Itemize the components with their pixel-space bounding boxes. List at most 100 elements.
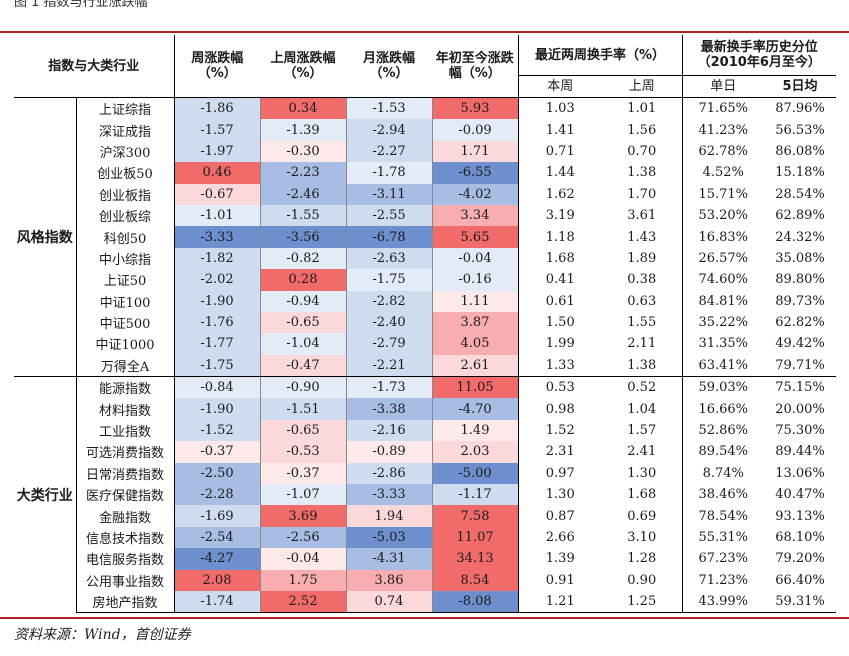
turnover-thisweek-cell: 0.87	[545, 508, 575, 524]
lastweek-change-cell: -0.37	[259, 462, 347, 485]
turnover-lastweek-cell: 1.43	[602, 226, 683, 248]
ytd-change-cell: -4.70	[431, 398, 519, 420]
turnover-thisweek-cell: 1.99	[545, 336, 575, 352]
week-change-cell: -4.27	[173, 548, 261, 570]
turnover-lastweek-cell: 3.61	[602, 204, 683, 227]
percentile-single-day-cell: 35.22%	[698, 315, 749, 331]
lastweek-change-cell: 0.28	[259, 269, 347, 291]
name-cell: 信息技术指数	[76, 526, 175, 549]
subheader-lastweek: 上周	[602, 75, 683, 98]
turnover-thisweek-cell: 2.66	[545, 530, 575, 545]
turnover-thisweek-cell: 2.31	[545, 444, 575, 460]
table-row: 中证100 -1.90 -0.94 -2.82 1.11 0.61 0.63 84.81% 89…	[14, 290, 836, 312]
percentile-single-day-cell: 16.83%	[698, 229, 749, 245]
week-change-cell: -1.74	[173, 590, 261, 614]
turnover-lastweek-cell: 1.70	[602, 183, 683, 205]
table-row: 创业板50 0.46 -2.23 -1.78 -6.55 1.44 1.38 4.52% 15.…	[14, 162, 836, 184]
lastweek-change-cell: -0.82	[259, 247, 347, 270]
week-change-cell: -2.54	[173, 526, 261, 549]
ytd-change-cell: -6.55	[431, 162, 519, 184]
subheader-singleday: 单日	[682, 75, 765, 98]
week-change-cell: 2.08	[173, 569, 261, 591]
week-change-cell: -2.28	[173, 484, 261, 506]
lastweek-change-cell: -0.30	[259, 140, 347, 163]
month-change-cell: -1.75	[345, 269, 433, 291]
turnover-thisweek-cell: 1.03	[545, 101, 575, 117]
turnover-thisweek-cell: 1.52	[545, 423, 575, 439]
ytd-change-cell: 1.49	[431, 419, 519, 442]
month-change-cell: -5.03	[345, 526, 433, 549]
name-cell: 万得全A	[76, 354, 175, 378]
ytd-change-cell: 11.07	[431, 526, 519, 549]
name-cell: 材料指数	[76, 398, 175, 420]
percentile-single-day-cell: 43.99%	[682, 590, 765, 614]
month-change-cell: -6.78	[345, 226, 433, 248]
name-cell: 上证50	[76, 269, 175, 291]
lastweek-change-cell: 0.34	[259, 97, 347, 120]
turnover-thisweek-cell: 1.30	[545, 487, 575, 503]
name-cell: 科创50	[76, 226, 175, 248]
lastweek-change-cell: -0.90	[259, 376, 347, 399]
lastweek-change-cell: -0.04	[259, 548, 347, 570]
ytd-change-cell: -4.02	[431, 183, 519, 205]
header-name: 指数与大类行业	[14, 35, 175, 98]
ytd-change-cell: 34.13	[431, 548, 519, 570]
percentile-single-day-cell: 26.57%	[698, 250, 749, 266]
ytd-change-cell: 3.34	[431, 204, 519, 227]
header-lastweek-text: 上周涨跌幅（%）	[270, 51, 336, 81]
table-row: 科创50 -3.33 -3.56 -6.78 5.65 1.18 1.43 16.83% 24.…	[14, 226, 836, 248]
week-change-cell: -1.57	[173, 119, 261, 141]
table-body: 风格指数 上证综指 -1.86 0.34 -1.53 5.93 1.03 1.01 71.65%…	[14, 97, 837, 614]
lastweek-change-cell: -1.55	[259, 204, 347, 227]
week-change-cell: -1.90	[173, 290, 261, 312]
month-change-cell: -1.73	[345, 376, 433, 399]
ytd-change-cell: 4.05	[431, 333, 519, 355]
percentile-5day-cell: 49.42%	[775, 336, 825, 352]
lastweek-change-cell: -2.23	[259, 162, 347, 184]
percentile-single-day-cell: 41.23%	[698, 122, 749, 138]
name-cell: 能源指数	[76, 376, 175, 399]
lastweek-change-cell: 1.75	[259, 569, 347, 591]
month-change-cell: -4.31	[345, 548, 433, 570]
week-change-cell: -1.76	[173, 311, 261, 334]
table-row: 医疗保健指数 -2.28 -1.07 -3.33 -1.17 1.30 1.68 38.46%…	[14, 484, 836, 506]
week-change-cell: -1.01	[173, 204, 261, 227]
ytd-change-cell: 2.03	[431, 441, 519, 463]
percentile-single-day-cell: 15.71%	[698, 186, 749, 202]
turnover-lastweek-cell: 1.57	[602, 419, 683, 442]
group-label: 风格指数	[14, 97, 77, 378]
header-turnover: 最近两周换手率（%）	[518, 35, 683, 76]
name-cell: 中证500	[76, 311, 175, 334]
table-row: 风格指数 上证综指 -1.86 0.34 -1.53 5.93 1.03 1.01 71.65%…	[14, 97, 836, 378]
percentile-single-day-cell: 16.66%	[698, 401, 749, 417]
week-change-cell: -1.90	[173, 398, 261, 420]
lastweek-change-cell: -0.65	[259, 311, 347, 334]
percentile-5day-cell: 66.40%	[775, 572, 825, 588]
percentile-5day-cell: 68.10%	[775, 530, 825, 545]
week-change-cell: -2.50	[173, 462, 261, 485]
lastweek-change-cell: -1.51	[259, 398, 347, 420]
week-change-cell: -0.37	[173, 441, 261, 463]
header-week-text: 周涨跌幅（%）	[191, 51, 244, 81]
turnover-thisweek-cell: 3.19	[545, 208, 575, 224]
month-change-cell: -2.86	[345, 462, 433, 485]
percentile-5day-cell: 15.18%	[775, 165, 825, 181]
lastweek-change-cell: -2.56	[259, 526, 347, 549]
table-row: 中证500 -1.76 -0.65 -2.40 3.87 1.50 1.55 35.22% 62…	[14, 311, 836, 334]
percentile-5day-cell: 56.53%	[775, 122, 825, 138]
turnover-lastweek-cell: 2.41	[602, 441, 683, 463]
turnover-thisweek-cell: 1.50	[545, 315, 575, 331]
week-change-cell: -3.33	[173, 226, 261, 248]
percentile-5day-cell: 40.47%	[775, 487, 825, 503]
turnover-lastweek-cell: 1.30	[602, 462, 683, 485]
turnover-thisweek-cell: 1.33	[518, 354, 603, 378]
turnover-lastweek-cell: 1.04	[602, 398, 683, 420]
name-cell: 电信服务指数	[76, 548, 175, 570]
lastweek-change-cell: -0.65	[259, 419, 347, 442]
source-note: 资料来源：Wind，首创证券	[14, 627, 191, 643]
subheader-thisweek: 本周	[518, 75, 603, 98]
turnover-thisweek-cell: 1.18	[545, 229, 575, 245]
ytd-change-cell: 7.58	[431, 505, 519, 527]
table-row: 日常消费指数 -2.50 -0.37 -2.86 -5.00 0.97 1.30 8.74% 1…	[14, 462, 836, 485]
month-change-cell: -2.27	[345, 140, 433, 163]
